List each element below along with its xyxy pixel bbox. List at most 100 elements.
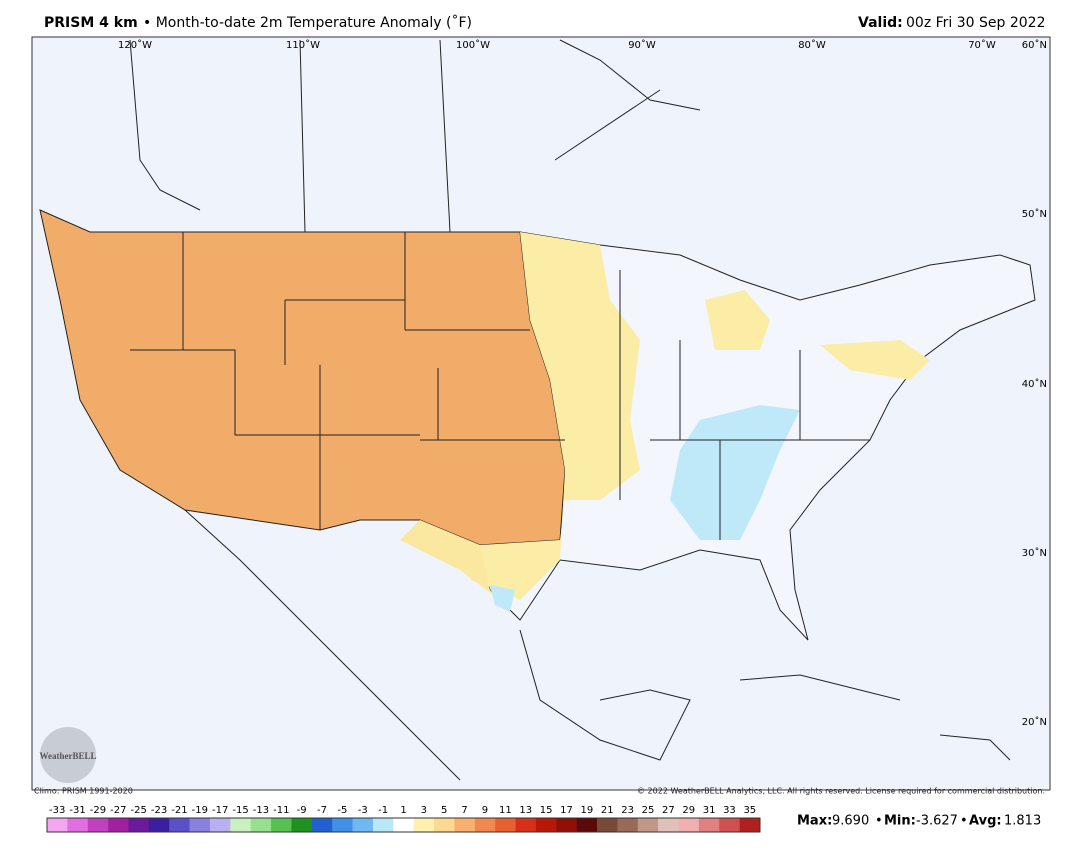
min-value: -3.627 <box>916 814 958 829</box>
sep: • <box>875 814 883 829</box>
colorbar-label: -21 <box>171 805 187 816</box>
colorbar-frame <box>46 817 761 833</box>
colorbar-swatch <box>719 818 740 832</box>
colorbar-swatch <box>250 818 272 832</box>
colorbar-swatch <box>128 818 150 832</box>
colorbar-swatch <box>597 818 618 832</box>
lat-label: 30˚N <box>1022 547 1047 559</box>
colorbar-swatch <box>637 818 659 832</box>
lon-label: 70˚W <box>968 39 996 51</box>
colorbar-swatch <box>372 818 394 832</box>
lat-label: 20˚N <box>1022 716 1047 728</box>
colorbar-swatch <box>413 818 435 832</box>
map-title: • Month-to-date 2m Temperature Anomaly (… <box>143 14 472 31</box>
colorbar-label: -5 <box>337 805 347 816</box>
anomaly-warm-michigan <box>705 290 770 350</box>
colorbar-label: 5 <box>441 805 447 816</box>
colorbar-label: 7 <box>461 805 467 816</box>
colorbar-label: 17 <box>560 805 573 816</box>
copyright: © 2022 WeatherBELL Analytics, LLC. All r… <box>637 787 1045 796</box>
colorbar-label: 29 <box>682 805 695 816</box>
lat-label: 50˚N <box>1022 208 1047 220</box>
colorbar-label: -25 <box>130 805 146 816</box>
colorbar-swatch <box>352 818 374 832</box>
colorbar-label: 35 <box>743 805 756 816</box>
colorbar-label: -23 <box>151 805 167 816</box>
colorbar-label: 31 <box>703 805 716 816</box>
colorbar-label: -1 <box>378 805 388 816</box>
colorbar-swatch <box>515 818 537 832</box>
valid-label: Valid: <box>858 15 903 31</box>
colorbar-swatch <box>67 818 89 832</box>
anomaly-warm-south <box>400 520 520 620</box>
product-name: PRISM 4 km <box>44 15 138 31</box>
max-label: Max: <box>797 814 832 829</box>
colorbar-swatch <box>148 818 170 832</box>
colorbar-label: 19 <box>580 805 593 816</box>
sep: • <box>960 814 968 829</box>
avg-label: Avg: <box>969 814 1002 829</box>
colorbar-label: -9 <box>297 805 307 816</box>
colorbar-label: 27 <box>662 805 675 816</box>
colorbar-swatch <box>87 818 109 832</box>
colorbar-label: 15 <box>540 805 553 816</box>
colorbar-swatch <box>311 818 333 832</box>
min-label: Min: <box>884 814 916 829</box>
logo-globe <box>40 727 96 783</box>
colorbar-label: -15 <box>232 805 248 816</box>
colorbar-swatch <box>535 818 557 832</box>
colorbar-swatch <box>271 818 292 832</box>
colorbar-label: 23 <box>621 805 634 816</box>
colorbar-swatch <box>393 818 414 832</box>
colorbar-label: 33 <box>723 805 736 816</box>
climo-note: Climo: PRISM 1991-2020 <box>34 787 133 796</box>
lon-label: 100˚W <box>456 39 490 51</box>
colorbar-label: 9 <box>482 805 488 816</box>
colorbar-label: 21 <box>601 805 614 816</box>
colorbar-swatch <box>454 818 476 832</box>
colorbar-label: 11 <box>499 805 512 816</box>
colorbar-label: 3 <box>421 805 427 816</box>
colorbar-swatch <box>169 818 190 832</box>
valid-time: 00z Fri 30 Sep 2022 <box>906 15 1045 31</box>
colorbar-label: -17 <box>212 805 228 816</box>
lon-label: 80˚W <box>798 39 826 51</box>
colorbar-label: -3 <box>358 805 368 816</box>
colorbar-swatch <box>617 818 639 832</box>
colorbar-swatch <box>658 818 679 832</box>
colorbar-swatch <box>739 818 761 832</box>
colorbar-label: 13 <box>519 805 532 816</box>
anomaly-cool-texas <box>490 585 515 612</box>
colorbar-label: -13 <box>253 805 269 816</box>
colorbar-label: -19 <box>192 805 208 816</box>
colorbar-swatch <box>189 818 211 832</box>
anomaly-warm-central <box>470 232 640 600</box>
colorbar-label: -7 <box>317 805 327 816</box>
colorbar-swatch <box>47 818 68 832</box>
colorbar-label: 25 <box>642 805 655 816</box>
colorbar-swatch <box>291 818 313 832</box>
lon-label: 120˚W <box>118 39 152 51</box>
lat-label: 60˚N <box>1022 39 1047 51</box>
colorbar-swatch <box>332 818 353 832</box>
avg-value: 1.813 <box>1004 814 1041 829</box>
anomaly-cool-southeast <box>670 405 800 540</box>
colorbar-swatch <box>495 818 516 832</box>
lon-label: 90˚W <box>628 39 656 51</box>
colorbar-swatch <box>576 818 598 832</box>
colorbar-label: -11 <box>273 805 289 816</box>
colorbar-swatch <box>108 818 129 832</box>
lat-label: 40˚N <box>1022 378 1047 390</box>
anomaly-warm-northeast <box>820 340 930 380</box>
colorbar-label: -31 <box>69 805 85 816</box>
colorbar-swatch <box>230 818 252 832</box>
state-borders <box>129 39 1011 781</box>
colorbar-label: -33 <box>49 805 65 816</box>
colorbar-swatch <box>474 818 496 832</box>
colorbar-label: -27 <box>110 805 126 816</box>
colorbar-swatch <box>698 818 720 832</box>
colorbar-label: 1 <box>400 805 406 816</box>
lon-label: 110˚W <box>286 39 320 51</box>
colorbar-swatch <box>556 818 577 832</box>
